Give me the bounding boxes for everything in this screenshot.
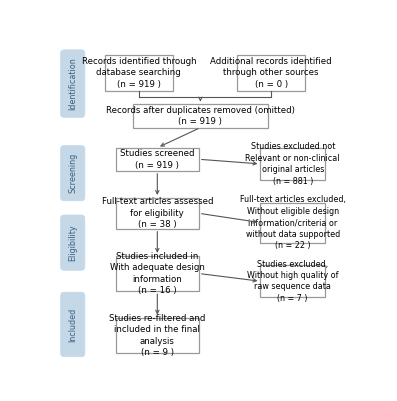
Text: Records after duplicates removed (omitted)
(n = 919 ): Records after duplicates removed (omitte… [106,106,295,126]
Bar [260,203,325,243]
Text: Included: Included [68,307,77,342]
Text: Full-text articles assessed
for eligibility
(n = 38 ): Full-text articles assessed for eligibil… [102,197,213,229]
Bar [116,148,199,171]
FancyBboxPatch shape [61,215,85,270]
Bar [116,198,199,229]
Text: Studies excluded,
Without high quality of
raw sequence data
(n = 7 ): Studies excluded, Without high quality o… [247,259,338,303]
Bar [116,318,199,353]
Bar [105,55,173,91]
FancyBboxPatch shape [61,292,85,357]
Text: Studies re-filtered and
included in the final
analysis
(n = 9 ): Studies re-filtered and included in the … [109,314,206,357]
Text: Identification: Identification [68,57,77,110]
Text: Screening: Screening [68,153,77,193]
FancyBboxPatch shape [61,146,85,201]
Text: Additional records identified
through other sources
(n = 0 ): Additional records identified through ot… [210,57,332,89]
Text: Studies included in
With adequate design
information
(n = 16 ): Studies included in With adequate design… [110,252,205,295]
Text: Records identified through
database searching
(n = 919 ): Records identified through database sear… [81,57,196,89]
Bar [260,265,325,298]
Bar [237,55,305,91]
Text: Full-text articles excluded,
Without eligible design
information/criteria or
wit: Full-text articles excluded, Without eli… [240,195,346,250]
Bar [260,148,325,180]
Bar [116,256,199,291]
FancyBboxPatch shape [61,50,85,117]
Text: Eligibility: Eligibility [68,224,77,261]
Bar [133,105,268,128]
Text: Studies screened
(n = 919 ): Studies screened (n = 919 ) [120,149,195,170]
Text: Studies excluded not
Relevant or non-clinical
original articles
(n = 881 ): Studies excluded not Relevant or non-cli… [245,142,340,186]
